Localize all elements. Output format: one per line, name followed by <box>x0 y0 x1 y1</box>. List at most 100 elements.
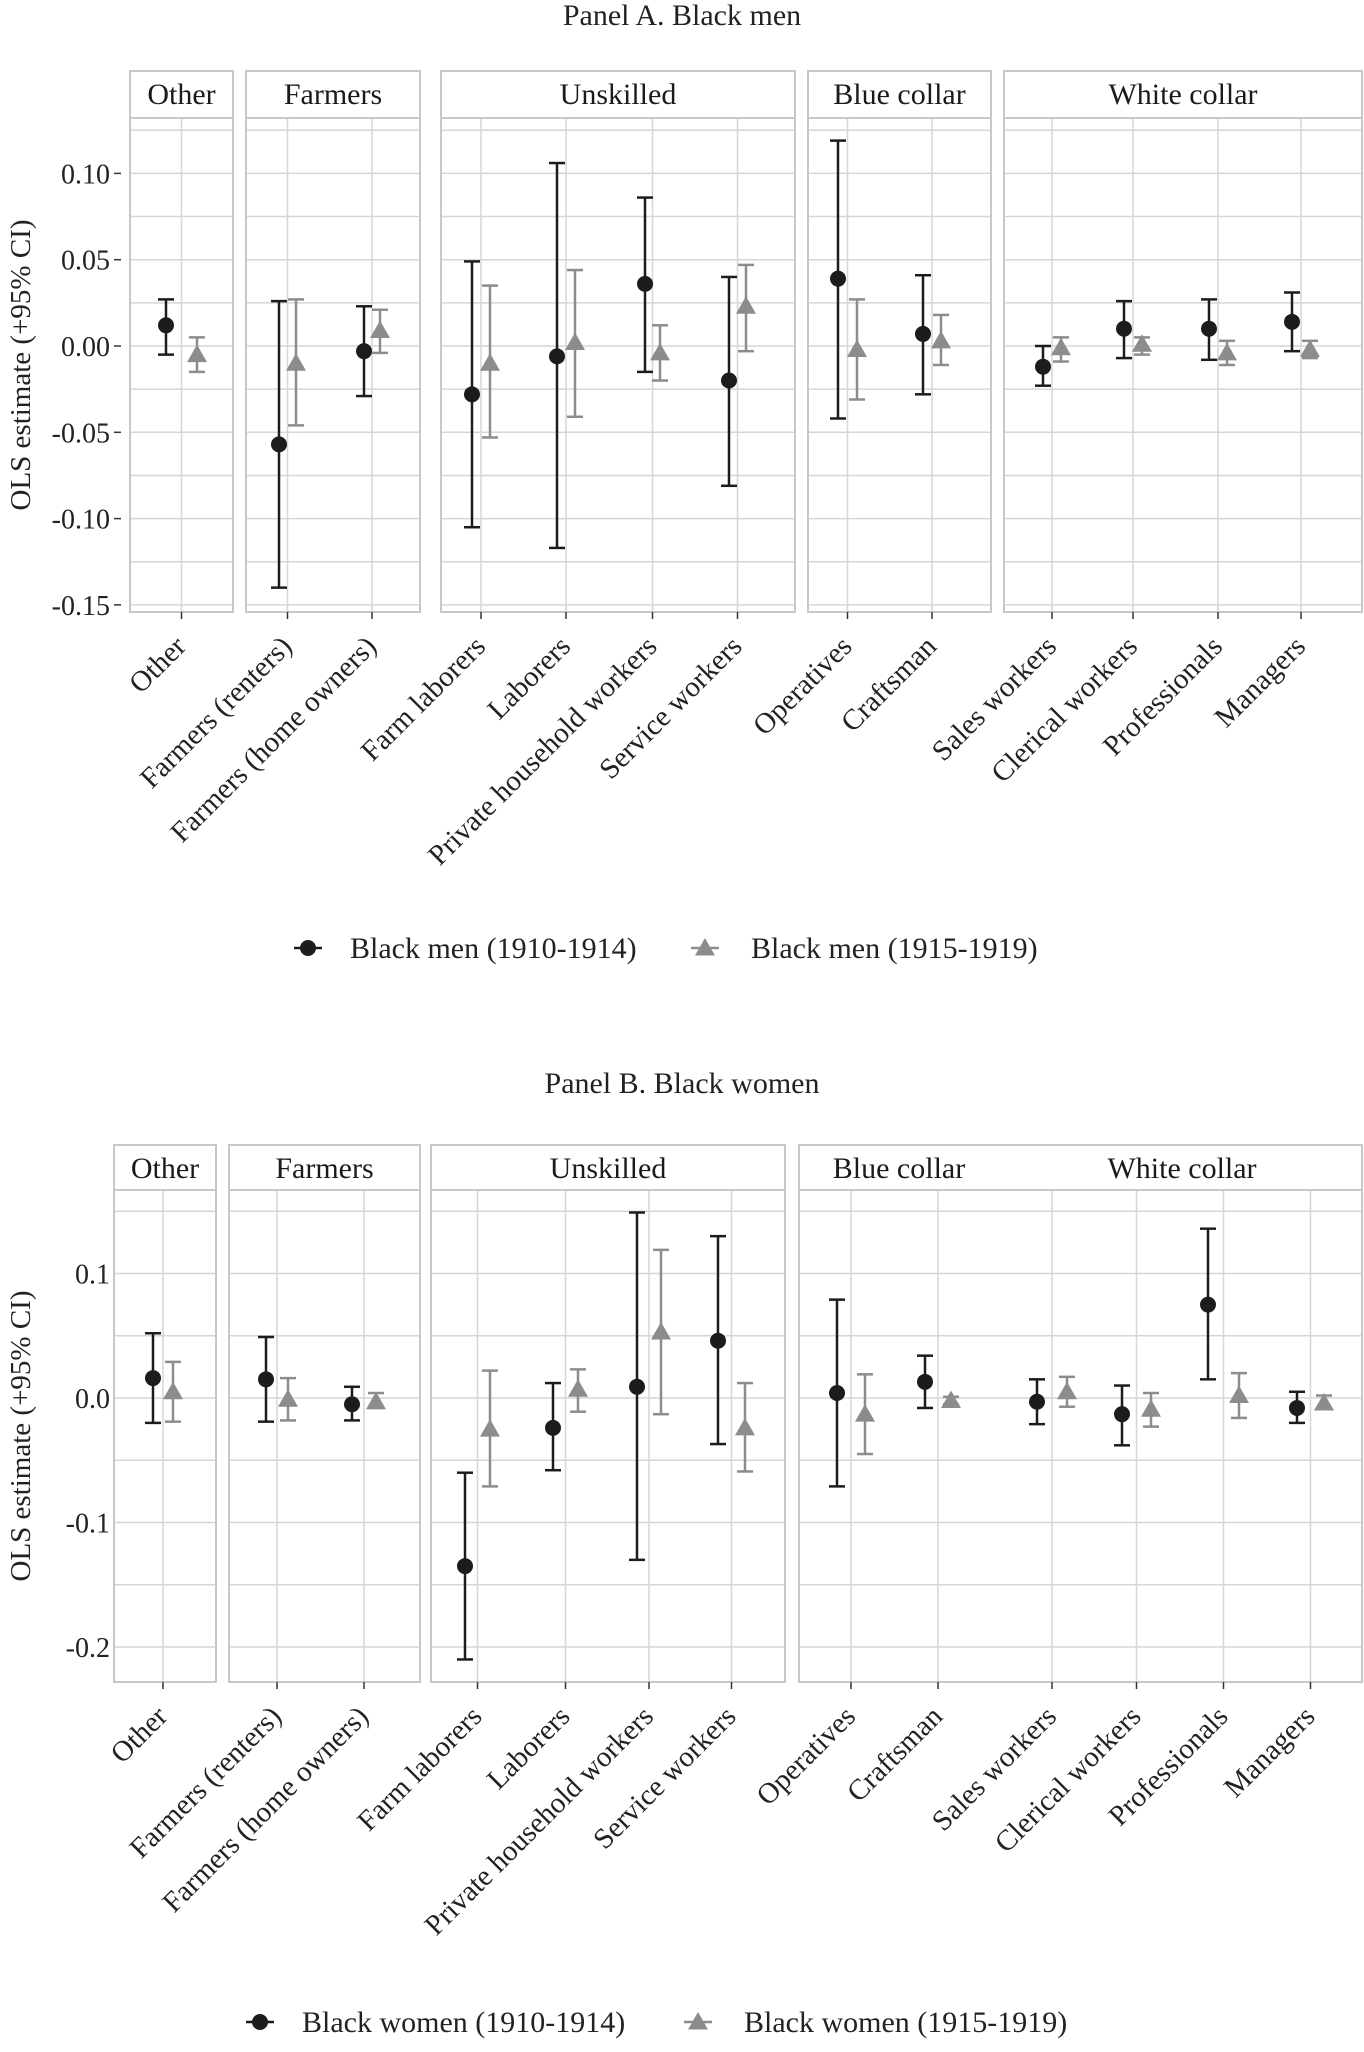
point-estimate <box>549 348 565 365</box>
x-tick-label: Managers <box>1208 630 1311 733</box>
point-estimate <box>278 1389 298 1407</box>
y-tick-label: 0.00 <box>61 332 110 363</box>
facet-strip <box>245 70 421 119</box>
facet-panel <box>229 1190 420 1682</box>
legend-key-marker <box>695 938 715 956</box>
y-tick-label: -0.15 <box>52 591 110 622</box>
point-estimate <box>651 1322 671 1340</box>
y-axis-label: OLS estimate (+95% CI) <box>5 220 37 511</box>
point-estimate <box>650 342 670 361</box>
x-tick-label: Managers <box>1218 1700 1321 1803</box>
point-estimate <box>480 1419 500 1437</box>
point-estimate <box>735 1417 755 1436</box>
facet-panel <box>1004 118 1362 612</box>
point-estimate <box>830 270 846 287</box>
facet-0: Other Other <box>123 70 234 700</box>
y-tick-label: -0.1 <box>66 1509 110 1540</box>
legend-label: Black women (1915-1919) <box>744 2006 1067 2039</box>
point-estimate <box>1116 320 1132 337</box>
facet-border <box>113 1189 217 1683</box>
legend-item: Black men (1915-1919) <box>691 932 1038 965</box>
point-estimate <box>187 344 207 363</box>
point-estimate <box>736 296 756 314</box>
point-estimate <box>915 325 931 342</box>
legend-label: Black women (1910-1914) <box>302 2006 625 2039</box>
facet-panel <box>799 1190 1362 1682</box>
point-estimate <box>480 353 500 371</box>
panel-a: Panel A. Black men OLS estimate (+95% CI)… <box>5 0 1363 965</box>
facet-border <box>245 117 421 613</box>
facet-label: Unskilled <box>550 1152 667 1185</box>
facet-label: Unskilled <box>560 78 677 111</box>
facet-strip <box>1003 70 1363 119</box>
legend: Black men (1910-1914) Black men (1915-191… <box>294 932 1038 965</box>
point-estimate <box>366 1391 386 1410</box>
point-estimate <box>855 1404 875 1422</box>
facet-0: Other Other <box>105 1144 217 1770</box>
x-tick-label: Service workers <box>587 1700 742 1855</box>
point-estimate <box>286 353 306 371</box>
facet-label: Other <box>131 1152 199 1185</box>
x-tick-label: Other <box>123 630 193 700</box>
legend-item: Black women (1915-1919) <box>684 2006 1067 2039</box>
facet-strip <box>440 70 796 119</box>
point-estimate <box>1035 358 1051 375</box>
point-estimate <box>1289 1399 1305 1416</box>
point-estimate <box>917 1373 933 1390</box>
facet-label: Blue collar <box>833 78 965 111</box>
point-estimate <box>568 1379 588 1397</box>
point-estimate <box>1314 1392 1334 1411</box>
point-estimate <box>1300 339 1320 357</box>
point-estimate <box>158 317 174 334</box>
x-tick-label: Operatives <box>747 630 858 741</box>
point-estimate <box>457 1558 473 1575</box>
facet-border <box>440 117 796 613</box>
point-estimate <box>565 332 585 351</box>
facet-border <box>807 117 992 613</box>
point-estimate <box>1057 1381 1077 1400</box>
facet-label: Farmers <box>284 78 382 111</box>
point-estimate <box>344 1396 360 1413</box>
point-estimate <box>1200 1296 1216 1313</box>
facet-strip <box>228 1144 421 1191</box>
y-tick-label: 0.1 <box>75 1260 110 1291</box>
point-estimate <box>271 436 287 453</box>
y-axis-label: OLS estimate (+95% CI) <box>5 1291 37 1582</box>
point-estimate <box>1051 337 1071 356</box>
x-tick-label: Clerical workers <box>985 630 1144 789</box>
legend-label: Black men (1910-1914) <box>350 932 637 965</box>
facet-border <box>1003 117 1363 613</box>
y-tick-label: 0.05 <box>61 246 110 277</box>
point-estimate <box>1284 313 1300 330</box>
facet-label: White collar <box>1108 78 1257 111</box>
legend-item: Black women (1910-1914) <box>246 2006 625 2039</box>
facet-label: Other <box>147 78 215 111</box>
point-estimate <box>356 343 372 360</box>
point-estimate <box>1132 334 1152 352</box>
facet-panel <box>246 118 420 612</box>
y-tick-label: 0.0 <box>75 1384 110 1415</box>
point-estimate <box>710 1332 726 1349</box>
point-estimate <box>1141 1399 1161 1417</box>
point-estimate <box>1229 1385 1249 1404</box>
point-estimate <box>163 1381 183 1400</box>
panel-title: Panel A. Black men <box>563 0 801 32</box>
legend-key-marker <box>252 2014 268 2030</box>
x-tick-label: Craftsman <box>841 1700 949 1808</box>
facet-border <box>430 1189 786 1683</box>
facet-panel <box>808 118 991 612</box>
point-estimate <box>629 1378 645 1395</box>
point-estimate <box>464 386 480 403</box>
facet-label: Blue collar <box>833 1152 965 1185</box>
y-tick-label: -0.2 <box>66 1633 110 1664</box>
facet-border <box>798 1189 1363 1683</box>
point-estimate <box>847 339 867 357</box>
point-estimate <box>258 1371 274 1388</box>
y-tick-label: 0.10 <box>61 159 110 190</box>
point-estimate <box>721 372 737 389</box>
point-estimate <box>1114 1406 1130 1423</box>
point-estimate <box>1201 320 1217 337</box>
facet-3: Blue collar White collar OperativesCraftsm… <box>750 1144 1363 1859</box>
facet-strip <box>430 1144 786 1191</box>
